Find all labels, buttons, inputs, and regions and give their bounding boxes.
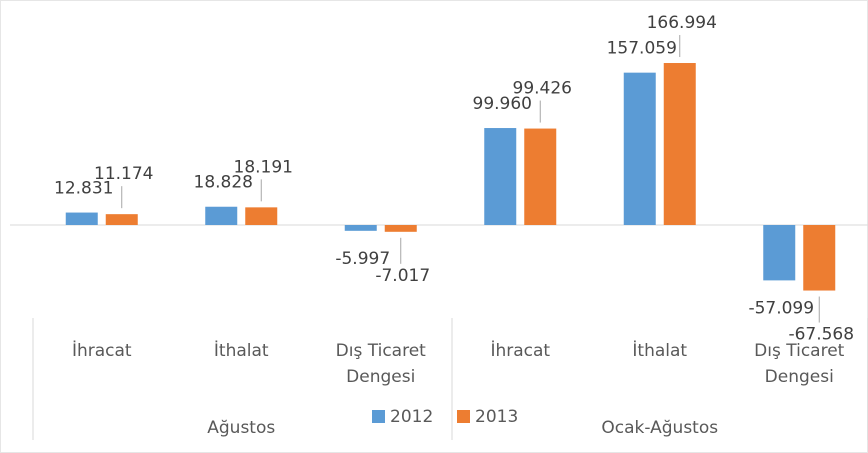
bar [105,214,138,225]
x-tick-label: Dış Ticaret Dengesi [754,341,845,387]
bar [484,128,517,225]
x-tick-label: İthalat [213,341,269,361]
data-label: -57.099 [748,298,814,318]
group-label: Ağustos [207,418,275,438]
bar [384,225,417,232]
data-label: -5.997 [335,249,390,269]
bar [65,212,98,225]
legend-swatch [372,410,385,423]
x-tick-label: Dış Ticaret Dengesi [335,341,426,387]
bar [245,207,278,225]
data-label: 99.426 [513,79,572,99]
x-tick-label: İthalat [632,341,688,361]
legend-label: 2013 [475,407,518,427]
x-tick-label: İhracat [490,341,551,361]
data-label: 99.960 [473,94,532,114]
data-label: 166.994 [647,13,717,33]
data-label: 11.174 [94,164,153,184]
bar [524,128,557,225]
data-label: -7.017 [375,266,430,286]
bar [205,206,238,225]
data-label: 157.059 [607,39,677,59]
legend-label: 2012 [390,407,433,427]
data-label: -67.568 [788,325,854,345]
bar [344,225,377,231]
bar [663,63,696,225]
legend-swatch [457,410,470,423]
x-tick-label: İhracat [71,341,132,361]
bar [623,72,656,225]
bar [803,225,836,291]
group-label: Ocak-Ağustos [601,418,718,438]
data-label: 18.828 [194,173,253,193]
bar [763,225,796,281]
data-label: 18.191 [234,157,293,177]
data-label: 12.831 [54,179,113,199]
